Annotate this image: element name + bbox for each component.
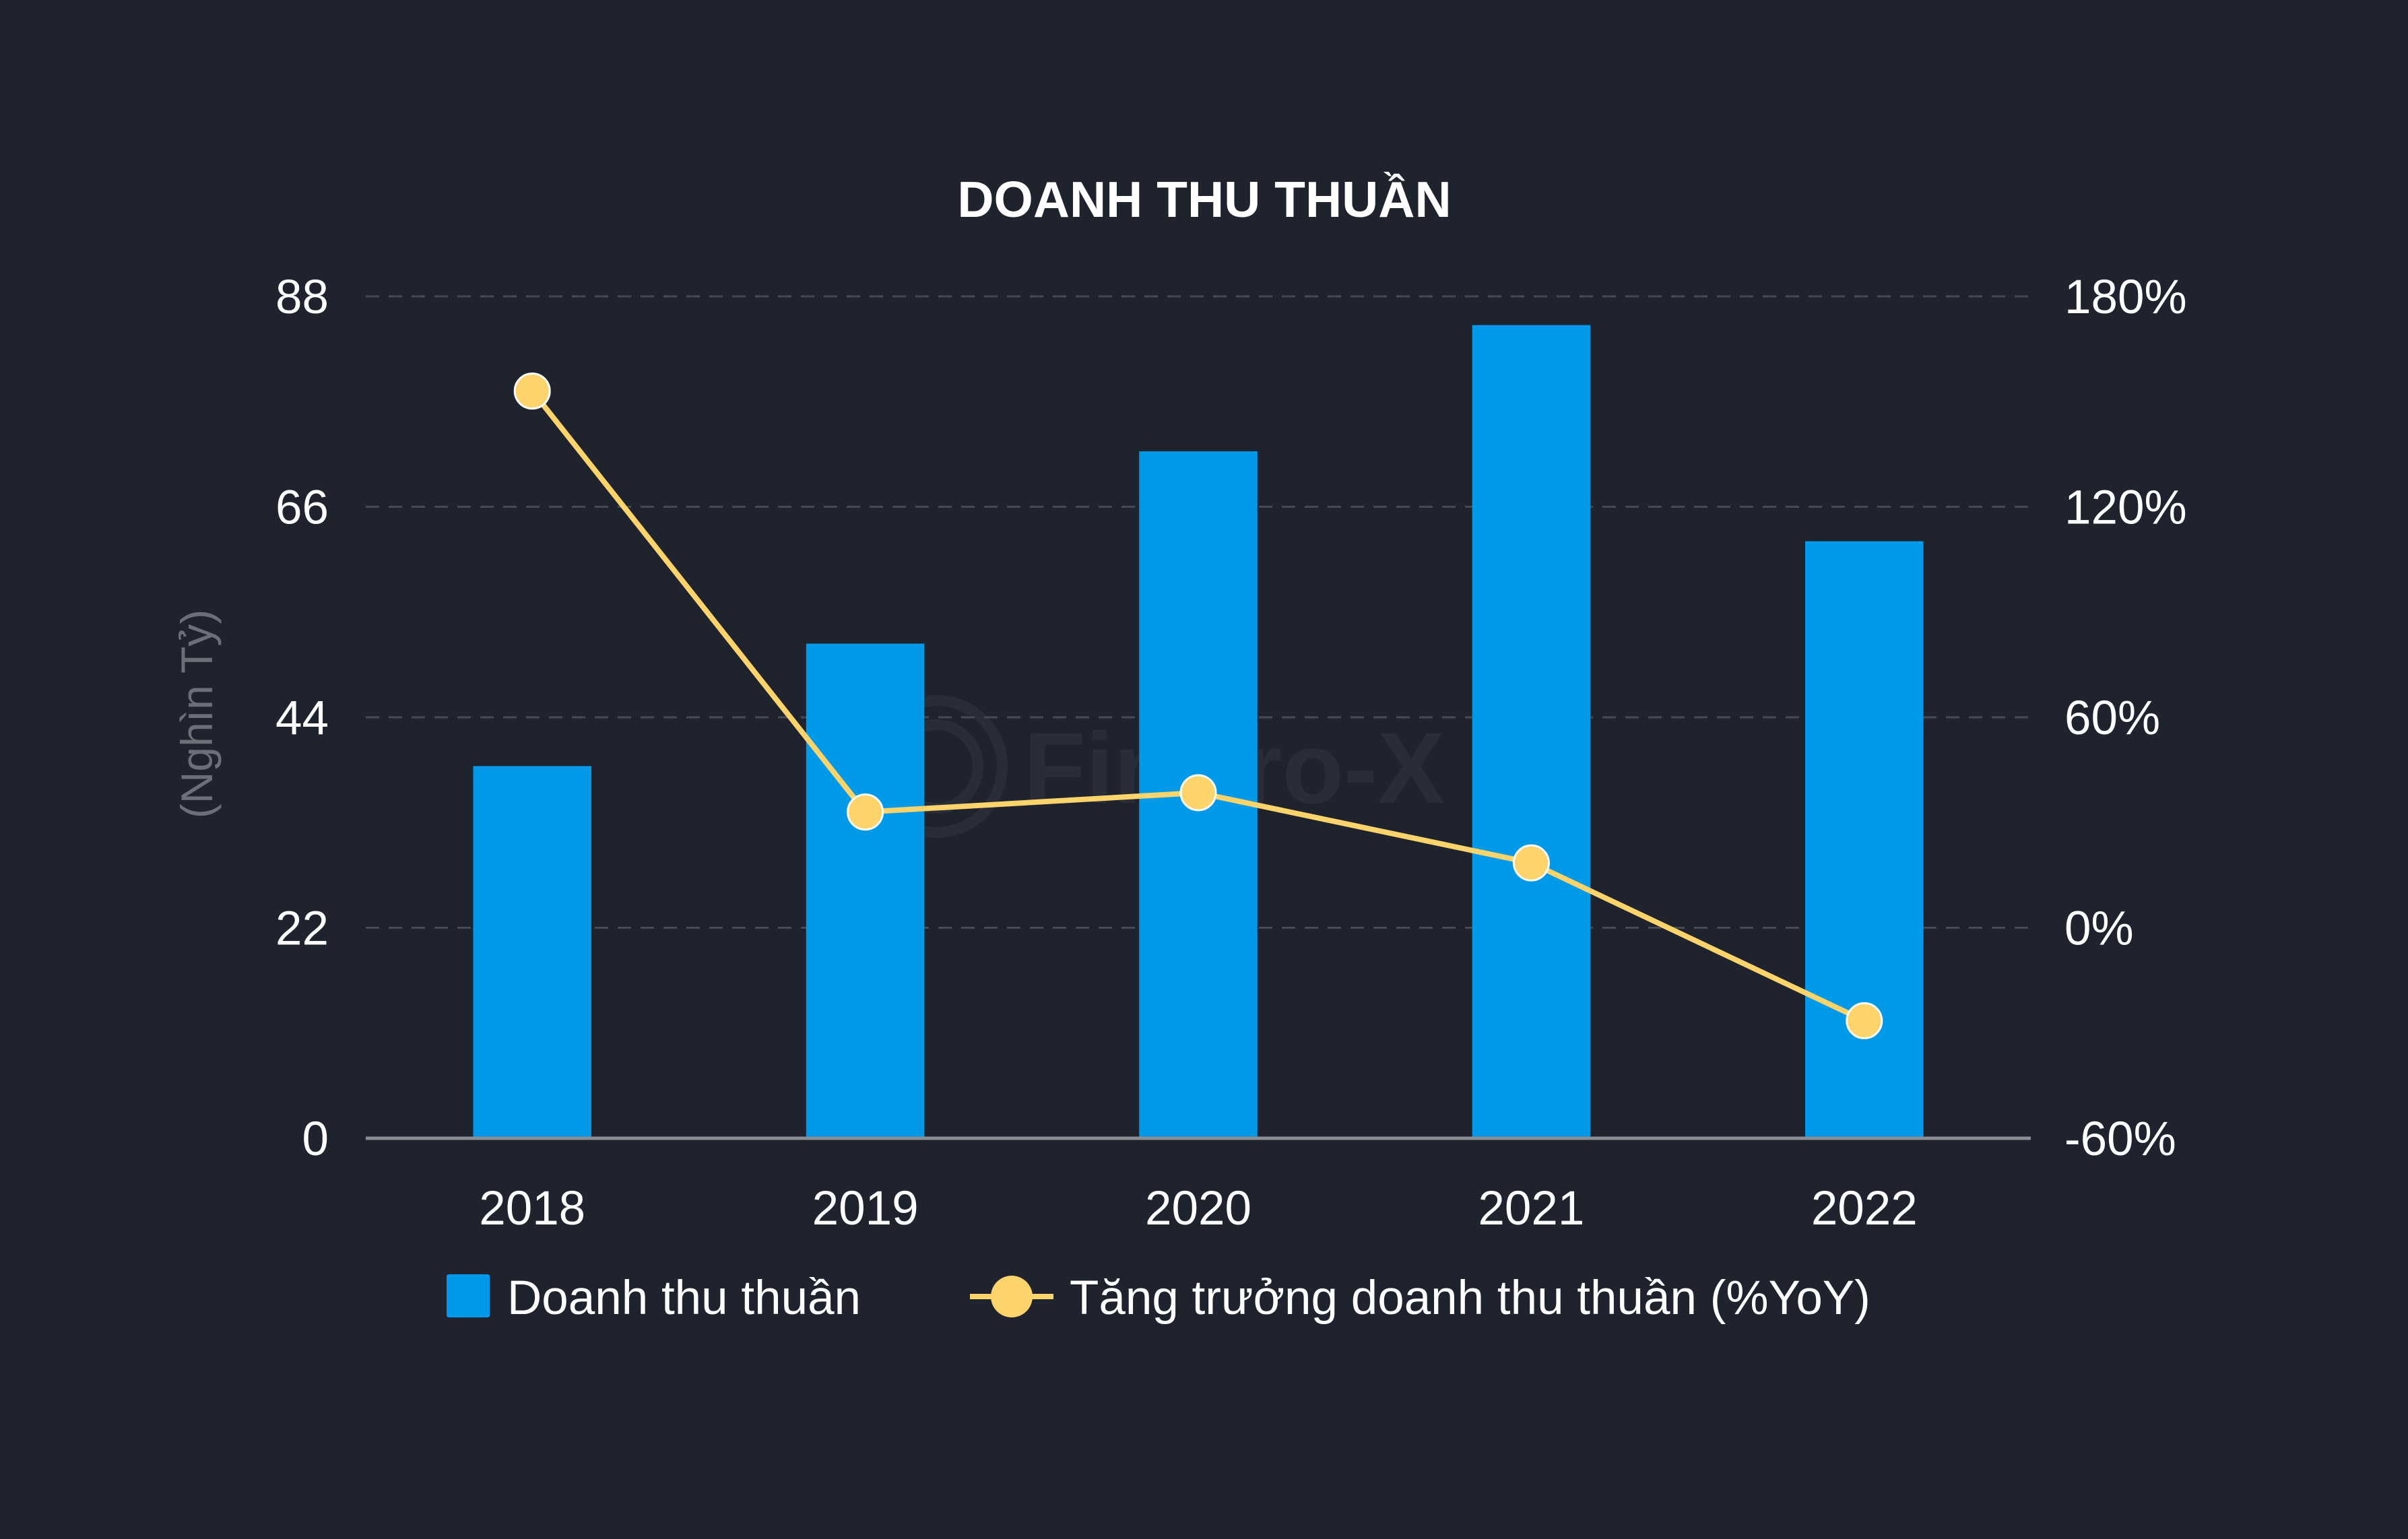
right-axis-ticks: -60% 0% 60% 120% 180% [2064,271,2187,1166]
legend: Doanh thu thuần Tăng trưởng doanh thu th… [447,1272,1870,1325]
right-tick-label: 120% [2064,482,2187,535]
bar-2018 [473,766,591,1138]
x-tick-label: 2022 [1811,1182,1918,1235]
growth-point-2021 [1512,844,1550,882]
legend-line-label: Tăng trưởng doanh thu thuần (%YoY) [1070,1272,1870,1325]
x-tick-label: 2021 [1478,1182,1584,1235]
legend-bar-label: Doanh thu thuần [507,1272,861,1325]
x-tick-label: 2020 [1145,1182,1251,1235]
legend-line-marker [991,1276,1033,1317]
right-tick-label: 60% [2064,692,2160,745]
bar-2022 [1805,541,1924,1138]
left-tick-label: 44 [275,692,329,745]
right-tick-label: 0% [2064,903,2134,956]
left-tick-label: 66 [275,482,329,535]
growth-point-2018 [513,372,551,410]
y-axis-label: (Nghìn Tỷ) [172,610,222,819]
right-tick-label: -60% [2064,1113,2176,1166]
chart-title: DOANH THU THUẦN [957,171,1451,228]
bar-2019 [806,643,925,1138]
left-tick-label: 0 [302,1113,329,1166]
bar-series [473,325,1924,1138]
right-tick-label: 180% [2064,271,2187,324]
left-axis-ticks: 0 22 44 66 88 [275,271,329,1166]
bar-2021 [1472,325,1591,1138]
x-axis-ticks: 2018 2019 2020 2021 2022 [479,1182,1918,1235]
legend-bar-swatch [447,1274,490,1317]
growth-point-2022 [1846,1002,1883,1040]
left-tick-label: 22 [275,903,329,956]
growth-point-2019 [847,793,884,831]
x-tick-label: 2018 [479,1182,585,1235]
line-series [513,372,1883,1040]
x-tick-label: 2019 [812,1182,919,1235]
growth-point-2020 [1179,774,1217,812]
left-tick-label: 88 [275,271,329,324]
